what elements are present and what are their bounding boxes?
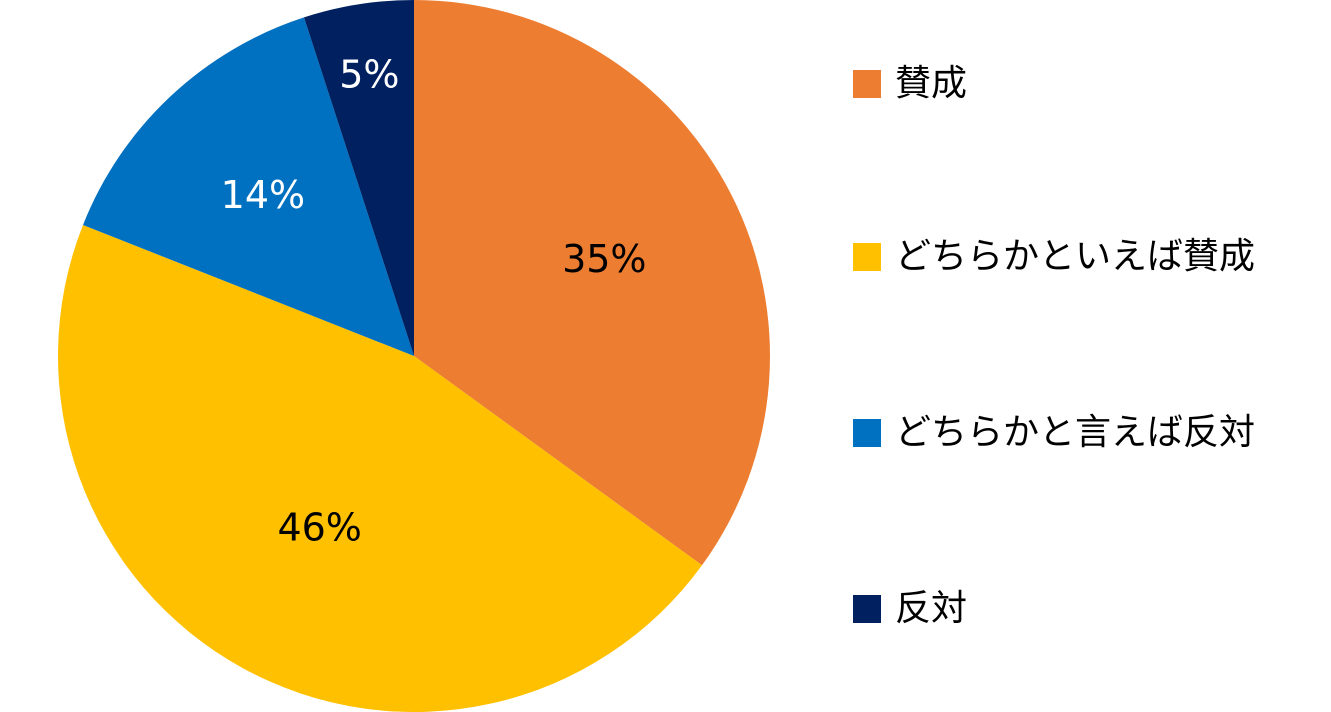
pie-value-label-dochiraka-sansei: 46% [277,506,361,550]
pie-value-label-hantai: 5% [339,53,399,97]
legend-swatch-dochiraka-sansei [853,243,881,271]
pie-chart: 35% 46% 14% 5% [58,0,770,712]
pie-value-label-dochiraka-hantai: 14% [221,173,305,217]
chart-legend: 賛成 どちらかといえば賛成 どちらかと言えば反対 反対 [853,0,1323,712]
pie-slice-dochiraka-sansei [58,224,703,712]
legend-item-dochiraka-hantai: どちらかと言えば反対 [853,403,1255,463]
legend-label-sansei: 賛成 [895,63,968,104]
legend-item-hantai: 反対 [853,579,967,639]
legend-swatch-hantai [853,595,881,623]
legend-label-dochiraka-hantai: どちらかと言えば反対 [895,412,1256,453]
pie-slice-dochiraka-hantai [83,17,414,356]
pie-slices [58,0,770,712]
legend-swatch-dochiraka-hantai [853,419,881,447]
legend-swatch-sansei [853,70,881,98]
legend-label-dochiraka-sansei: どちらかといえば賛成 [895,236,1256,277]
legend-item-dochiraka-sansei: どちらかといえば賛成 [853,227,1255,287]
pie-slice-sansei [414,0,770,566]
pie-value-label-sansei: 35% [562,237,646,281]
pie-slice-hantai [303,0,414,356]
legend-item-sansei: 賛成 [853,54,967,114]
legend-label-hantai: 反対 [895,588,968,629]
pie-value-labels: 35% 46% 14% 5% [221,53,647,550]
